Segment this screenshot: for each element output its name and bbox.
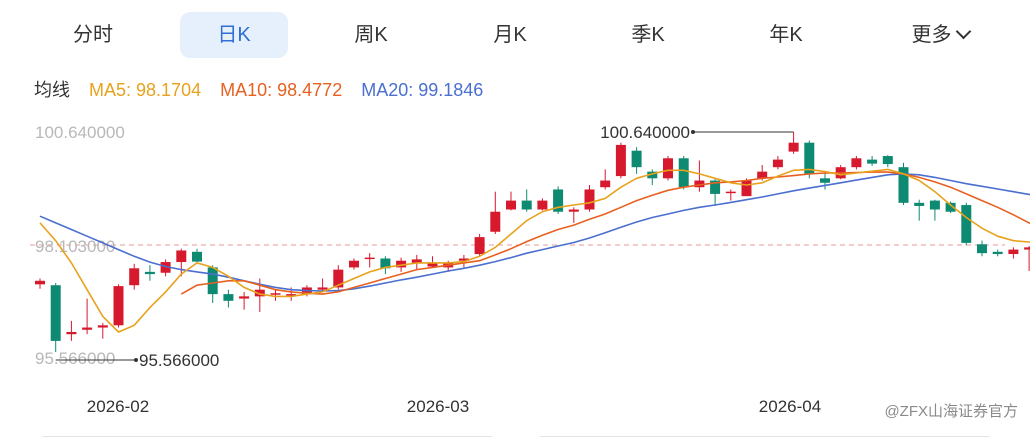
tab-quarterly-k[interactable]: 季K: [631, 24, 665, 46]
high-marker-label: 100.640000: [600, 123, 690, 142]
period-tabs: 分时 日K 周K 月K 季K 年K 更多: [0, 12, 1030, 60]
candle-body: [992, 251, 1003, 255]
ma20-line: [39, 173, 1030, 292]
candle-body: [820, 178, 830, 183]
candle-body: [35, 280, 45, 285]
candle-body: [521, 200, 532, 210]
candle-body: [584, 189, 595, 210]
candle-body: [757, 171, 768, 179]
candle-body: [741, 180, 752, 197]
watermark: @ZFX山海证券官方: [884, 403, 1018, 420]
candle-body: [364, 257, 375, 260]
candle-body: [192, 251, 202, 262]
high-marker-dot: [691, 130, 695, 134]
candle-body: [568, 209, 579, 212]
ma20-value: MA20: 99.1846: [361, 80, 484, 100]
candle-body: [694, 180, 705, 188]
x-axis-label: 2026-04: [759, 397, 821, 416]
divider: [540, 436, 990, 437]
kline-chart: 100.640000 95.566000 98.103000 100.640000 95…: [30, 123, 1030, 416]
candle-body: [804, 142, 815, 174]
tab-more-label: 更多: [911, 24, 952, 46]
candle-body: [458, 258, 469, 261]
candle-body: [647, 171, 658, 179]
candle-body: [710, 180, 721, 194]
candle-body: [66, 331, 77, 335]
y-min-label: 95.566000: [35, 349, 115, 368]
candle-body: [678, 158, 689, 188]
tab-monthly-k[interactable]: 月K: [493, 24, 527, 46]
candle-body: [663, 158, 673, 179]
ma10-value: MA10: 98.4772: [220, 80, 343, 100]
candle-body: [961, 205, 972, 243]
candle-body: [882, 156, 893, 165]
candle-body: [1024, 247, 1030, 250]
candle-body: [914, 202, 925, 206]
candle-body: [129, 268, 140, 286]
candle-body: [474, 237, 485, 255]
candle-body: [1008, 249, 1019, 255]
candle-body: [207, 267, 218, 295]
candle-body: [615, 144, 626, 177]
candle-body: [600, 180, 611, 188]
candle-body: [537, 200, 548, 210]
ma5-line: [39, 168, 1030, 333]
candle-body: [50, 285, 61, 341]
candle-body: [631, 150, 642, 168]
candle-body: [396, 260, 407, 268]
candle-body: [898, 167, 909, 203]
low-marker-label: 95.566000: [139, 351, 219, 370]
x-axis-label: 2026-02: [87, 397, 149, 416]
chevron-down-icon: [955, 23, 971, 40]
tab-daily-k[interactable]: 日K: [180, 12, 288, 58]
candle-body: [788, 142, 799, 152]
candle-body: [239, 296, 250, 299]
candle-body: [553, 189, 564, 212]
candle-body: [772, 159, 783, 168]
candle-body: [867, 159, 878, 164]
candle-body: [270, 293, 281, 295]
candle-body: [82, 327, 93, 330]
candle-body: [317, 287, 328, 290]
candle-body: [286, 294, 297, 296]
candle-body: [929, 200, 940, 210]
ma-legend: 均线 MA5: 98.1704 MA10: 98.4772 MA20: 99.1…: [34, 76, 497, 102]
candle-body: [490, 211, 501, 232]
y-max-label: 100.640000: [35, 123, 125, 142]
reference-label: 98.103000: [35, 237, 115, 256]
divider: [42, 436, 492, 437]
candle-body: [254, 289, 265, 297]
candle-body: [223, 294, 234, 301]
candle-body: [349, 260, 359, 268]
candle-body: [945, 202, 956, 212]
tab-weekly-k[interactable]: 周K: [354, 24, 388, 46]
candle-body: [333, 269, 344, 288]
candle-body: [176, 250, 187, 263]
tab-more[interactable]: 更多: [890, 12, 990, 58]
tab-yearly-k[interactable]: 年K: [769, 24, 803, 46]
candle-body: [144, 271, 155, 275]
candle-body: [113, 286, 124, 326]
candle-body: [506, 200, 516, 210]
low-marker-dot: [134, 358, 138, 363]
candle-body: [977, 244, 987, 254]
candle-body: [411, 259, 422, 263]
ma-legend-title: 均线: [34, 80, 70, 100]
candle-body: [380, 258, 391, 269]
tab-intraday[interactable]: 分时: [73, 24, 113, 46]
x-axis-label: 2026-03: [407, 397, 469, 416]
candle-body: [851, 158, 862, 168]
candle-body: [97, 325, 108, 328]
candle-body: [427, 262, 438, 267]
candle-body: [160, 262, 171, 273]
candle-body: [725, 191, 736, 194]
ma5-value: MA5: 98.1704: [89, 80, 202, 100]
